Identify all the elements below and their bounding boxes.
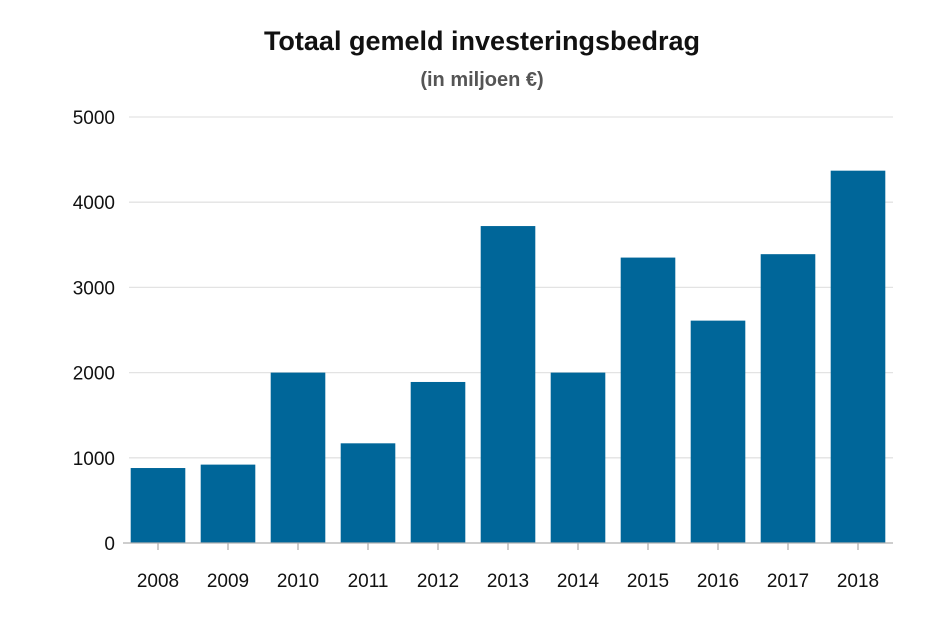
bar xyxy=(830,170,886,543)
x-tick-label: 2015 xyxy=(627,571,669,592)
bar xyxy=(200,464,256,543)
bar xyxy=(760,254,816,543)
y-tick-label: 1000 xyxy=(73,449,115,470)
y-axis: 0 1000 2000 3000 4000 5000 xyxy=(73,108,115,555)
x-tick-label: 2011 xyxy=(348,571,389,592)
x-tick-label: 2008 xyxy=(137,571,179,592)
chart-title: Totaal gemeld investeringsbedrag xyxy=(264,26,700,56)
x-tick-label: 2014 xyxy=(557,571,600,592)
bar xyxy=(270,372,326,543)
x-tick-label: 2013 xyxy=(487,571,529,592)
bar xyxy=(130,468,186,543)
y-tick-label: 4000 xyxy=(73,193,115,214)
x-tick-label: 2016 xyxy=(697,571,739,592)
bar xyxy=(550,372,606,543)
bar xyxy=(690,320,746,543)
x-tick-label: 2009 xyxy=(207,571,249,592)
chart-subtitle: (in miljoen €) xyxy=(420,69,543,91)
x-axis: 2008 2009 2010 2011 2012 2013 2014 2015 2016 2017… xyxy=(137,543,879,592)
y-tick-label: 0 xyxy=(104,534,115,555)
y-tick-label: 3000 xyxy=(73,278,115,299)
y-tick-label: 5000 xyxy=(73,108,115,129)
x-tick-label: 2018 xyxy=(837,571,879,592)
x-tick-label: 2012 xyxy=(417,571,459,592)
bar xyxy=(340,443,396,543)
bar xyxy=(620,257,676,543)
bar xyxy=(410,381,466,543)
x-tick-label: 2010 xyxy=(277,571,319,592)
y-tick-label: 2000 xyxy=(73,364,115,385)
bars xyxy=(130,170,886,543)
bar xyxy=(480,226,536,543)
x-tick-label: 2017 xyxy=(767,571,809,592)
